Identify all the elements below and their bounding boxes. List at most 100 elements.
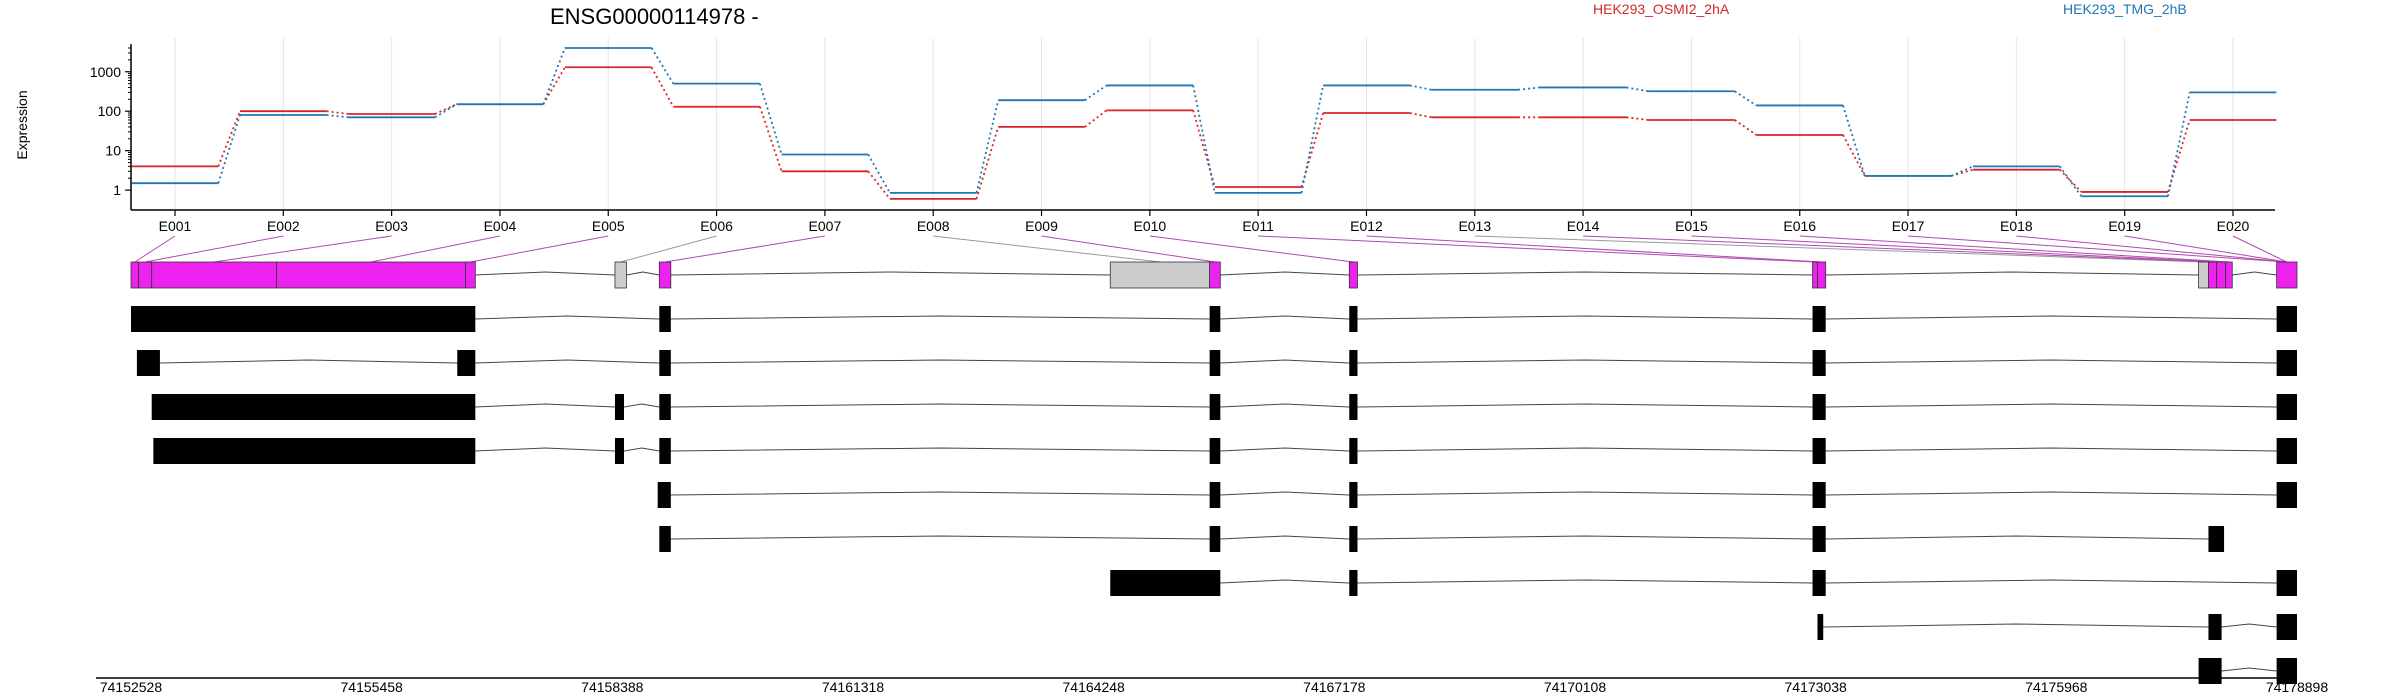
intron-line: [670, 359, 1210, 364]
exon-connector: [2016, 235, 2287, 263]
transcript-exon: [1812, 526, 1826, 552]
transcript-exon: [1209, 482, 1221, 508]
transcript-exon: [1349, 394, 1358, 420]
transcript-exon: [1812, 306, 1826, 332]
intron-line: [670, 447, 1210, 452]
intron-line: [475, 271, 615, 276]
transcript-exon: [1209, 350, 1221, 376]
intron-line: [1357, 359, 1813, 364]
intron-line: [1825, 315, 2277, 320]
exon-bin: [2225, 261, 2233, 289]
connector: [1951, 168, 1974, 177]
exon-connector: [2124, 235, 2287, 263]
intron-line: [1357, 315, 1813, 320]
transcript-exon: [2276, 482, 2297, 508]
intron-line: [1825, 271, 2199, 276]
exon-connector: [1366, 235, 1822, 263]
intron-line: [2232, 271, 2277, 276]
intron-line: [1220, 491, 1350, 496]
exon-connector: [1258, 235, 1816, 263]
transcript-exon: [1209, 438, 1221, 464]
x-tick-label: E001: [159, 218, 192, 234]
intron-line: [1220, 271, 1350, 276]
transcript-exon: [1349, 306, 1358, 332]
transcript-exon: [659, 438, 671, 464]
connector: [326, 110, 349, 115]
x-tick-label: E011: [1242, 218, 1274, 234]
intron-line: [1825, 579, 2277, 584]
transcript-exon: [457, 350, 476, 376]
exon-bin: [658, 261, 672, 289]
x-tick-label: E006: [700, 218, 733, 234]
transcript-exon: [657, 482, 671, 508]
transcript-exon: [2276, 306, 2297, 332]
transcript-row: [153, 438, 2297, 464]
exon-connector: [1691, 235, 2222, 263]
connector: [759, 106, 783, 172]
exon-bin: [130, 261, 139, 289]
transcript-exon: [1812, 482, 1826, 508]
series-tmg: [131, 47, 2277, 198]
expression-plot: 1 10 100 1000 E001 E002 E003 E004 E005 E006 E007 E0…: [90, 38, 2277, 234]
exon-connector: [470, 235, 609, 263]
intron-line: [626, 271, 660, 276]
x-tick-label: E019: [2108, 218, 2141, 234]
genomic-tick-label: 74152528: [100, 679, 163, 695]
intron-line: [670, 535, 1210, 540]
intron-line: [1825, 359, 2277, 364]
connector: [1734, 90, 1757, 107]
y-tick-label: 1: [113, 182, 121, 198]
genomic-tick-label: 74161318: [822, 679, 885, 695]
connector: [650, 66, 675, 108]
exon-bin: [1209, 261, 1221, 289]
genomic-tick-label: 74164248: [1063, 679, 1126, 695]
gene-model: 74152528 74155458 74158388 74161318 74164248…: [96, 235, 2328, 695]
exon-connector: [370, 235, 501, 263]
exon-bin: [2216, 261, 2227, 289]
y-tick-label: 100: [98, 103, 122, 119]
intron-line: [1357, 271, 1813, 276]
connector: [1518, 86, 1540, 91]
intron-line: [1825, 491, 2277, 496]
intron-line: [1357, 447, 1813, 452]
x-tick-label: E005: [592, 218, 625, 234]
intron-line: [1825, 403, 2277, 408]
transcript-exon: [2198, 658, 2222, 684]
transcript-exon: [131, 306, 476, 332]
transcript-exon: [1812, 350, 1826, 376]
transcript-exon: [659, 394, 671, 420]
genomic-tick-label: 74170108: [1544, 679, 1607, 695]
intron-line: [475, 315, 660, 320]
connector: [1300, 85, 1325, 194]
exon-bin: [2276, 261, 2298, 289]
connector: [1192, 85, 1216, 194]
exon-bin: [1348, 261, 1358, 289]
intron-line: [670, 271, 1111, 276]
exon-connector: [620, 235, 717, 263]
intron-line: [2221, 667, 2277, 672]
connector: [1951, 165, 1974, 177]
exon-connector: [2232, 235, 2288, 263]
connector: [2058, 165, 2083, 197]
transcript-exon: [2208, 526, 2225, 552]
connector: [1084, 109, 1108, 128]
exon-connector: [145, 235, 284, 263]
intron-line: [2221, 623, 2277, 628]
exon-bin: [465, 261, 476, 289]
connector: [326, 114, 349, 119]
x-tick-label: E017: [1892, 218, 1925, 234]
genomic-tick-label: 74173038: [1785, 679, 1848, 695]
transcript-row: [131, 306, 2297, 332]
connector: [434, 103, 457, 115]
transcript-exon: [2276, 658, 2297, 684]
connector: [867, 170, 891, 200]
exon-connector: [933, 235, 1161, 263]
x-tick-label: E016: [1783, 218, 1816, 234]
exon-connector: [1908, 235, 2287, 263]
x-tick-label: E018: [2000, 218, 2033, 234]
transcript-exon: [1209, 394, 1221, 420]
connector: [1084, 84, 1108, 101]
exon-bin: [276, 261, 466, 289]
chart-title: ENSG00000114978 -: [550, 4, 759, 29]
